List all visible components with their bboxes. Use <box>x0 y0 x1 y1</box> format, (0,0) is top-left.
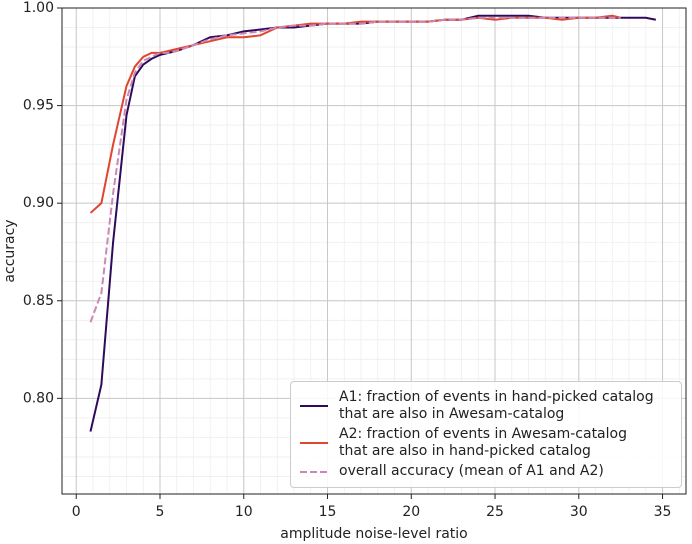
legend-entry: A2: fraction of events in Awesam-catalog… <box>299 426 673 460</box>
x-axis-label: amplitude noise-level ratio <box>280 526 468 542</box>
legend-entry: overall accuracy (mean of A1 and A2) <box>299 463 673 480</box>
legend-swatch <box>300 442 328 444</box>
y-tick-label: 0.95 <box>23 98 54 114</box>
x-tick-label: 25 <box>486 504 504 520</box>
legend-swatch <box>300 405 328 407</box>
x-tick-label: 5 <box>156 504 165 520</box>
y-tick-label: 0.80 <box>23 390 54 406</box>
legend-swatch <box>300 470 328 473</box>
legend-label: overall accuracy (mean of A1 and A2) <box>339 463 604 479</box>
legend-label: A2: fraction of events in Awesam-catalog… <box>339 426 627 459</box>
x-tick-label: 30 <box>570 504 588 520</box>
x-tick-label: 20 <box>402 504 420 520</box>
plot-frame <box>61 7 687 495</box>
y-tick-label: 0.90 <box>23 195 54 211</box>
y-tick-label: 0.85 <box>23 293 54 309</box>
x-tick-label: 10 <box>235 504 253 520</box>
legend: A1: fraction of events in hand-picked ca… <box>290 381 682 488</box>
y-axis-label: accuracy <box>2 219 18 282</box>
legend-label: A1: fraction of events in hand-picked ca… <box>339 389 654 422</box>
lines <box>89 14 657 432</box>
legend-entry: A1: fraction of events in hand-picked ca… <box>299 389 673 423</box>
y-tick-label: 1.00 <box>23 0 54 16</box>
x-tick-label: 0 <box>72 504 81 520</box>
series-line <box>89 14 657 432</box>
series-line <box>89 16 621 323</box>
x-tick-label: 35 <box>654 504 672 520</box>
x-tick-label: 15 <box>319 504 337 520</box>
